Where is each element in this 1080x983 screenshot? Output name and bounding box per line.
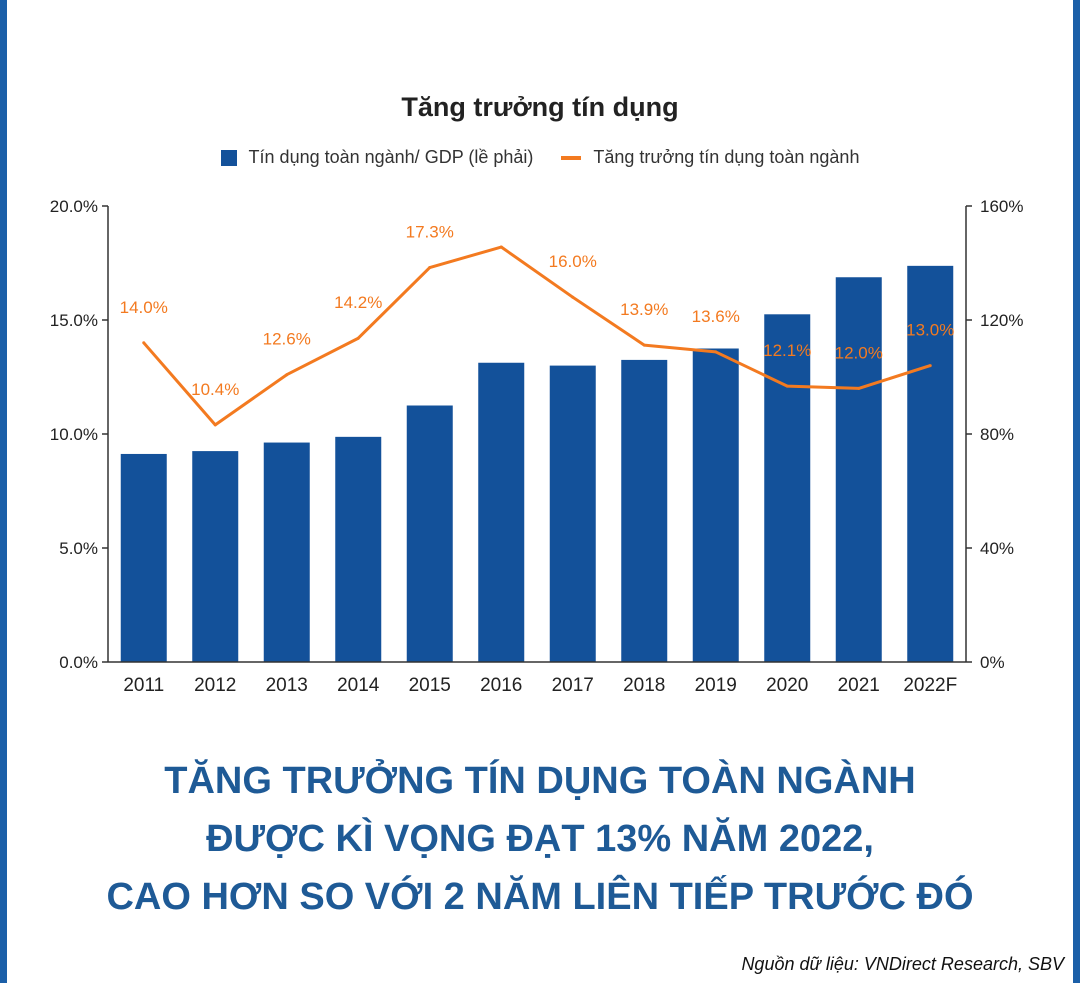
chart-title: Tăng trưởng tín dụng — [401, 92, 679, 122]
x-tick-label: 2017 — [552, 675, 594, 696]
line-data-label: 13.0% — [906, 321, 954, 340]
line-point-2017 — [571, 295, 575, 299]
x-tick-label: 2015 — [409, 675, 451, 696]
bar-2022F — [907, 265, 954, 662]
x-tick-label: 2011 — [123, 675, 164, 696]
legend-bar-swatch — [220, 149, 237, 166]
legend-bar-label: Tín dụng toàn ngành/ GDP (lề phải) — [248, 147, 534, 167]
line-point-2021 — [857, 386, 861, 390]
y-right-tick-label: 160% — [980, 197, 1023, 216]
x-tick-label: 2014 — [337, 675, 380, 696]
y-left-tick-label: 10.0% — [50, 425, 98, 444]
x-tick-label: 2022F — [903, 675, 957, 696]
line-point-2014 — [356, 336, 360, 340]
line-data-label: 13.6% — [692, 307, 740, 326]
x-tick-label: 2020 — [766, 675, 808, 696]
line-data-label: 12.6% — [263, 330, 311, 349]
bar-2019 — [692, 348, 739, 662]
line-data-label: 14.0% — [120, 298, 168, 317]
combo-chart: 0.0% 5.0% 10.0% 15.0% 20.0% 0% 40% 80% 120% 160% 2… — [50, 197, 1024, 696]
line-point-2015 — [428, 266, 432, 270]
y-left-tick-label: 0.0% — [59, 653, 98, 672]
headline-line-1: TĂNG TRƯỞNG TÍN DỤNG TOÀN NGÀNH — [164, 760, 916, 802]
headline-line-3: CAO HƠN SO VỚI 2 NĂM LIÊN TIẾP TRƯỚC ĐÓ — [106, 876, 974, 918]
y-right-tick-label: 40% — [980, 539, 1014, 558]
y-left-tick-label: 20.0% — [50, 197, 98, 216]
credit-growth-line — [142, 245, 931, 427]
y-right-tick-label: 0% — [980, 653, 1005, 672]
line-point-2020 — [785, 384, 789, 388]
bar-2011 — [120, 453, 167, 662]
bar-2016 — [478, 362, 525, 662]
right-frame-border — [1073, 0, 1080, 983]
headline-line-2: ĐƯỢC KÌ VỌNG ĐẠT 13% NĂM 2022, — [206, 818, 874, 860]
x-tick-label: 2021 — [838, 675, 880, 696]
bar-2020 — [764, 314, 811, 662]
legend-item-bar: Tín dụng toàn ngành/ GDP (lề phải) — [220, 147, 534, 168]
x-tick-label: 2016 — [480, 675, 522, 696]
bar-2021 — [835, 277, 882, 662]
line-data-label: 16.0% — [549, 252, 597, 271]
x-tick-label: 2018 — [623, 675, 665, 696]
line-point-2011 — [142, 341, 146, 345]
y-left-tick-label: 15.0% — [50, 311, 98, 330]
line-point-2013 — [285, 373, 289, 377]
x-tick-label: 2013 — [266, 675, 308, 696]
bar-2013 — [263, 442, 310, 662]
chart-legend: Tín dụng toàn ngành/ GDP (lề phải) Tăng … — [0, 147, 1080, 168]
y-right-tick-label: 120% — [980, 311, 1023, 330]
y-left-tick-label: 5.0% — [59, 539, 98, 558]
line-data-label: 12.1% — [763, 341, 811, 360]
legend-line-swatch — [561, 155, 582, 160]
y-right-tick-label: 80% — [980, 425, 1014, 444]
line-data-label: 12.0% — [835, 343, 883, 362]
bar-2018 — [621, 359, 668, 662]
bar-2012 — [192, 451, 239, 662]
x-tick-label: 2019 — [695, 675, 737, 696]
x-tick-label: 2012 — [194, 675, 236, 696]
bar-2015 — [406, 405, 453, 662]
line-point-2016 — [499, 245, 503, 249]
headline: TĂNG TRƯỞNG TÍN DỤNG TOÀN NGÀNH ĐƯỢC KÌ … — [0, 752, 1080, 926]
source-note: Nguồn dữ liệu: VNDirect Research, SBV — [741, 954, 1064, 974]
left-frame-border — [0, 0, 7, 983]
line-data-label: 13.9% — [620, 300, 668, 319]
line-point-2022F — [928, 364, 932, 368]
line-point-2018 — [642, 343, 646, 347]
line-data-label: 14.2% — [334, 293, 382, 312]
legend-line-label: Tăng trưởng tín dụng toàn ngành — [593, 147, 860, 167]
line-point-2019 — [714, 350, 718, 354]
bar-2014 — [335, 436, 382, 662]
line-data-label: 10.4% — [191, 380, 239, 399]
bar-2017 — [549, 365, 596, 662]
line-point-2012 — [213, 423, 217, 427]
legend-item-line: Tăng trưởng tín dụng toàn ngành — [561, 147, 859, 168]
line-data-label: 17.3% — [406, 223, 454, 242]
